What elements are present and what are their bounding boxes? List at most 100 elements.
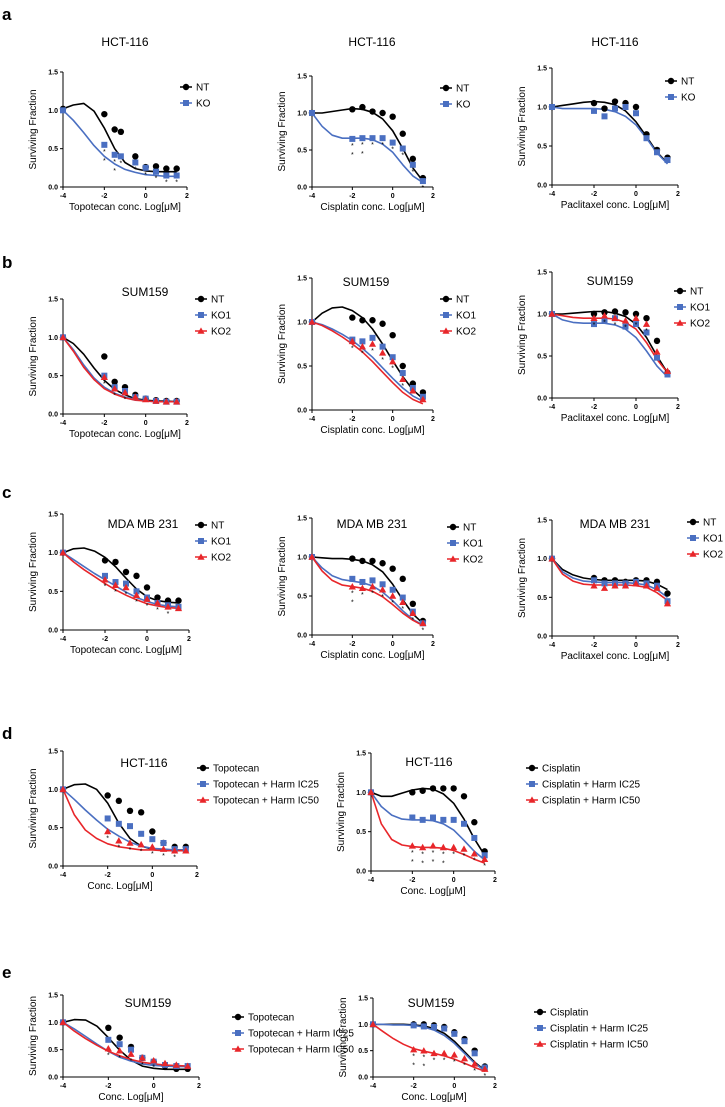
- x-tick-label: -2: [591, 404, 597, 411]
- x-tick-label: 0: [634, 642, 638, 649]
- fit-curve-ko1: [62, 552, 179, 608]
- data-point-ko2: [632, 314, 640, 321]
- significance-star: *: [381, 357, 384, 364]
- data-point-ko2: [611, 582, 619, 589]
- significance-star: *: [103, 381, 106, 388]
- x-tick-label: -2: [349, 193, 355, 200]
- x-tick-label: -4: [309, 416, 315, 423]
- data-point-nt: [175, 597, 182, 604]
- y-tick-label: 1.5: [537, 66, 547, 73]
- data-point-cisplatin-harm-ic50: [410, 1046, 418, 1053]
- x-tick-label: 0: [144, 193, 148, 200]
- significance-star: *: [144, 172, 147, 179]
- chart-d1: HCT-116 0.0 0.5 1.0 1.5 -4 -2 0 2 Conc. Log[μM] Su…: [28, 749, 319, 893]
- x-axis-label: Conc. Log[μM]: [400, 886, 465, 897]
- legend-label: Cisplatin + Harm IC50: [542, 796, 641, 807]
- significance-star: *: [432, 850, 435, 857]
- significance-star: *: [162, 853, 165, 860]
- fit-curve-ko1: [311, 321, 424, 402]
- y-tick-label: 1.5: [297, 276, 307, 283]
- y-tick-label: 0.0: [48, 628, 58, 635]
- data-point-nt: [379, 560, 386, 567]
- data-point-ko2: [600, 584, 609, 591]
- chart-title: MDA MB 231: [337, 517, 408, 531]
- significance-star: *: [113, 159, 116, 166]
- data-point-topotecan-harm-ic50: [184, 1062, 192, 1069]
- significance-star: *: [473, 1068, 476, 1075]
- chart-a2: HCT-116 0.0 0.5 1.0 1.5 -4 -2 0 2 Cisplatin conc.…: [277, 35, 471, 213]
- x-tick-label: -4: [549, 191, 555, 198]
- chart-d2: HCT-116 0.0 0.5 1.0 1.5 -4 -2 0 2 Conc. Log[μM] Su…: [336, 751, 641, 898]
- data-point-nt: [379, 109, 386, 117]
- data-point-ko1: [643, 329, 650, 336]
- significance-star: *: [463, 1063, 466, 1070]
- data-point-nt: [152, 163, 160, 170]
- data-point-ko2: [621, 582, 630, 589]
- data-point-cisplatin-harm-ic50: [419, 843, 427, 851]
- data-point-ko: [153, 168, 159, 175]
- x-axis-label: Topotecan conc. Log[μM]: [69, 429, 181, 440]
- data-point-nt: [643, 315, 650, 322]
- legend-marker: [689, 518, 697, 526]
- x-tick-label: 0: [150, 872, 154, 879]
- significance-star: *: [167, 611, 170, 618]
- data-point-ko: [132, 159, 139, 166]
- chart-title: SUM159: [343, 275, 390, 289]
- fit-curve-ko2: [311, 321, 424, 405]
- significance-star: *: [401, 153, 404, 160]
- significance-star: *: [141, 1062, 144, 1069]
- significance-star: *: [103, 149, 106, 156]
- data-point-nt: [163, 165, 170, 172]
- y-tick-label: 0.5: [297, 148, 307, 155]
- chart-title: SUM159: [587, 274, 634, 288]
- data-point-cisplatin-harm-ic25: [451, 1030, 458, 1037]
- data-point-ko: [419, 178, 426, 185]
- chart-title: HCT-116: [120, 756, 167, 770]
- x-tick-label: -4: [60, 872, 66, 879]
- data-point-nt: [399, 130, 406, 137]
- data-point-nt: [389, 113, 396, 120]
- data-point-nt: [590, 310, 598, 318]
- data-point-cisplatin-harm-ic25: [441, 1025, 448, 1032]
- data-point-ko2: [131, 393, 139, 400]
- data-point-ko2: [308, 553, 316, 560]
- significance-star: *: [371, 591, 374, 598]
- y-axis-label: Surviving Fraction: [517, 86, 528, 166]
- x-tick-label: -4: [309, 641, 315, 648]
- data-point-ko1: [591, 577, 597, 584]
- significance-star: *: [134, 166, 137, 173]
- data-point-topotecan-harm-ic50: [116, 1047, 124, 1054]
- data-point-cisplatin-harm-ic25: [450, 816, 457, 823]
- data-point-topotecan: [126, 807, 134, 814]
- significance-star: *: [146, 603, 149, 610]
- significance-star: *: [351, 143, 354, 150]
- data-point-ko1: [123, 580, 129, 587]
- data-point-ko: [349, 135, 356, 142]
- data-point-ko2: [308, 318, 316, 325]
- panel-letter-e: e: [2, 963, 11, 982]
- data-point-nt: [111, 378, 118, 385]
- data-point-nt: [349, 314, 356, 321]
- significance-star: *: [351, 345, 354, 352]
- data-point-ko: [601, 113, 608, 120]
- data-point-ko2: [164, 603, 172, 610]
- data-point-ko2: [548, 555, 556, 562]
- fit-curve-ko2: [551, 313, 669, 374]
- legend-marker: [199, 764, 207, 772]
- significance-star: *: [119, 160, 122, 167]
- legend-marker: [690, 535, 696, 541]
- legend-label: KO2: [211, 327, 231, 338]
- x-tick-label: -4: [549, 642, 555, 649]
- significance-star: *: [624, 325, 627, 332]
- y-tick-label: 0.5: [537, 354, 547, 361]
- significance-star: *: [411, 169, 414, 176]
- y-axis-label: Surviving Fraction: [277, 91, 288, 171]
- legend-label: KO: [196, 99, 211, 110]
- data-point-ko: [389, 139, 396, 146]
- significance-star: *: [593, 322, 596, 329]
- data-point-ko2: [419, 395, 427, 403]
- data-point-ko: [379, 135, 386, 142]
- legend-label: NT: [456, 295, 469, 306]
- data-point-nt: [399, 575, 406, 583]
- y-axis-label: Surviving Fraction: [338, 997, 349, 1077]
